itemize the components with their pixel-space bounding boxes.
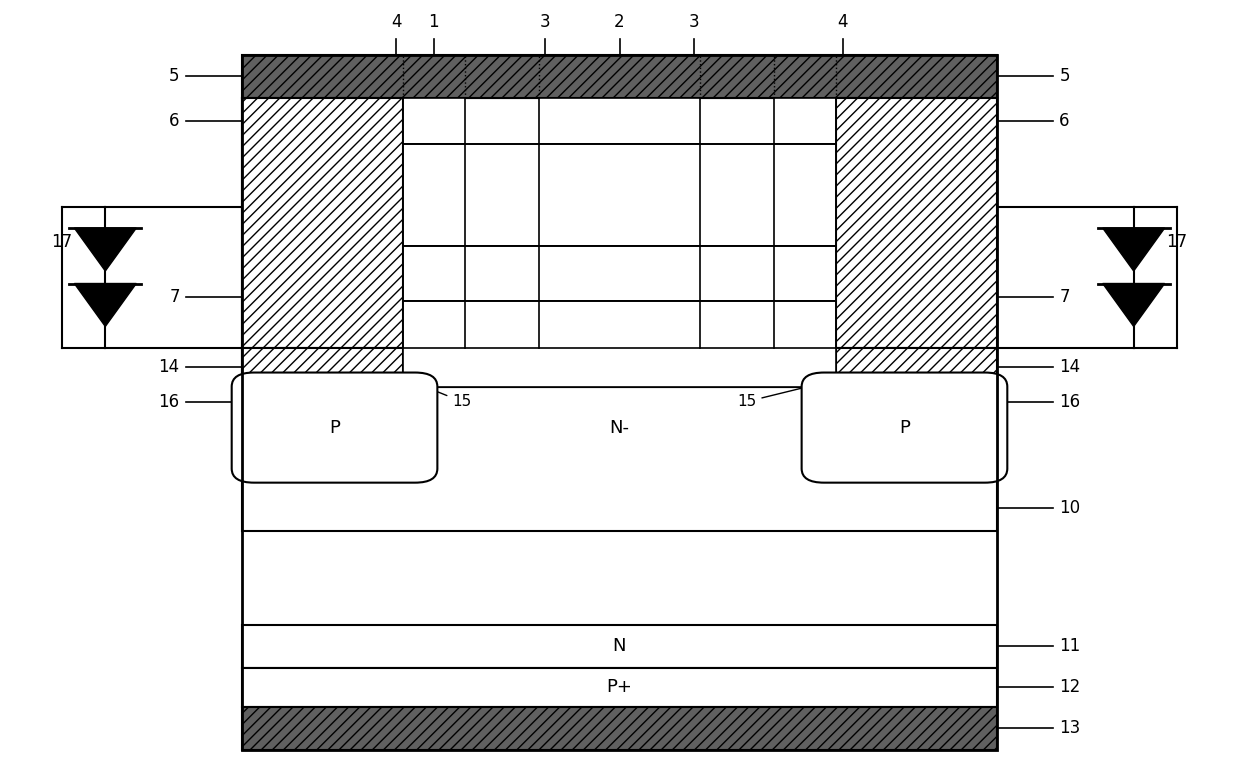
Text: P: P (900, 419, 909, 437)
Bar (242, 707, 997, 750)
Bar (242, 668, 997, 707)
Bar (403, 144, 836, 246)
Text: 7: 7 (170, 287, 180, 306)
Text: 8: 8 (551, 369, 561, 388)
Text: P: P (615, 186, 624, 205)
Polygon shape (1103, 228, 1165, 271)
Text: 12: 12 (1059, 678, 1080, 697)
Bar (403, 246, 836, 301)
Bar (242, 55, 997, 750)
Text: 17: 17 (51, 233, 73, 251)
Text: 9: 9 (678, 369, 688, 388)
Text: N: N (613, 264, 626, 283)
Text: 15: 15 (737, 383, 821, 409)
Text: P+: P+ (607, 678, 632, 697)
Text: 11: 11 (1059, 637, 1080, 655)
Text: N+: N+ (421, 113, 446, 129)
Text: 13: 13 (1059, 719, 1080, 737)
Bar (242, 625, 997, 668)
Text: N-: N- (610, 419, 629, 437)
Polygon shape (74, 284, 136, 326)
Bar (836, 348, 997, 387)
Text: P: P (330, 419, 339, 437)
Polygon shape (1103, 284, 1165, 326)
Text: N: N (613, 637, 626, 655)
Bar (242, 387, 997, 531)
Text: 3: 3 (540, 13, 550, 31)
Text: 1: 1 (429, 13, 439, 31)
Text: 10: 10 (1059, 498, 1080, 517)
Bar (242, 98, 403, 348)
Text: P+: P+ (608, 113, 631, 129)
Text: 17: 17 (1166, 233, 1188, 251)
Text: 16: 16 (159, 393, 180, 412)
Text: 4: 4 (838, 13, 847, 31)
Text: 7: 7 (1059, 287, 1069, 306)
Bar (539, 98, 700, 144)
Polygon shape (74, 228, 136, 271)
FancyBboxPatch shape (802, 373, 1007, 483)
Bar (403, 301, 836, 387)
Text: 2: 2 (615, 13, 624, 31)
Text: 6: 6 (170, 112, 180, 130)
Bar (242, 98, 997, 387)
Text: 15: 15 (418, 383, 472, 409)
Text: 4: 4 (392, 13, 401, 31)
Text: 14: 14 (1059, 358, 1080, 376)
Bar (774, 98, 836, 144)
Text: 16: 16 (1059, 393, 1080, 412)
Text: N+: N+ (793, 113, 818, 129)
Bar (242, 348, 403, 387)
Bar (836, 98, 997, 348)
Text: 5: 5 (170, 67, 180, 85)
FancyBboxPatch shape (232, 373, 437, 483)
Text: 14: 14 (159, 358, 180, 376)
Text: 5: 5 (1059, 67, 1069, 85)
Text: 3: 3 (689, 13, 699, 31)
Bar (403, 98, 465, 144)
Text: 6: 6 (1059, 112, 1069, 130)
Bar (242, 55, 997, 98)
